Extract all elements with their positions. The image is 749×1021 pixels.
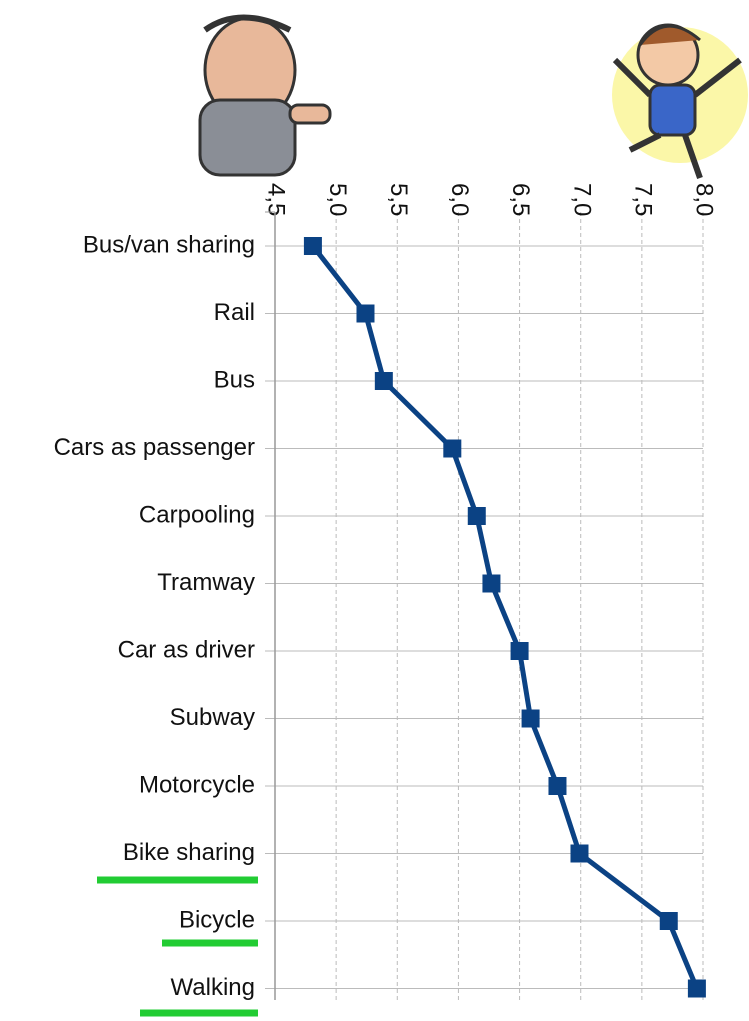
point-marker [570, 844, 589, 863]
x-tick-label: 8,0 [691, 183, 718, 216]
y-tick-label: Bike sharing [123, 839, 255, 866]
point-marker [521, 709, 540, 728]
x-tick-label: 4,5 [263, 183, 290, 216]
y-tick-label: Walking [171, 974, 255, 1001]
x-tick-label: 5,5 [385, 183, 412, 216]
y-tick-label: Bus [214, 366, 255, 393]
x-tick-label: 7,0 [568, 183, 595, 216]
happy-boy-illustration [612, 23, 748, 179]
x-tick-label: 6,0 [446, 183, 473, 216]
point-marker [482, 574, 501, 593]
y-tick-label: Subway [170, 704, 255, 731]
point-marker [687, 979, 706, 998]
y-tick-label: Carpooling [139, 501, 255, 528]
point-marker [510, 642, 529, 660]
y-tick-label: Bus/van sharing [83, 231, 255, 258]
point-marker [659, 912, 678, 930]
series-line [310, 244, 700, 990]
point-marker [467, 507, 486, 525]
y-tick-label: Rail [214, 299, 255, 326]
point-marker [303, 237, 322, 255]
y-tick-label: Bicycle [179, 906, 255, 933]
y-tick-label: Cars as passenger [54, 434, 255, 461]
x-tick-label: 5,0 [324, 183, 351, 216]
sad-man-illustration [198, 14, 332, 177]
y-tick-label: Tramway [157, 569, 255, 596]
y-tick-label: Car as driver [118, 636, 255, 663]
y-tick-label: Motorcycle [139, 771, 255, 798]
point-marker [443, 439, 462, 458]
highlight-underlines [97, 876, 258, 1017]
point-marker [374, 372, 393, 390]
point-marker [548, 777, 567, 795]
point-marker [356, 304, 375, 323]
x-tick-label: 7,5 [630, 183, 657, 216]
x-tick-label: 6,5 [507, 183, 534, 216]
